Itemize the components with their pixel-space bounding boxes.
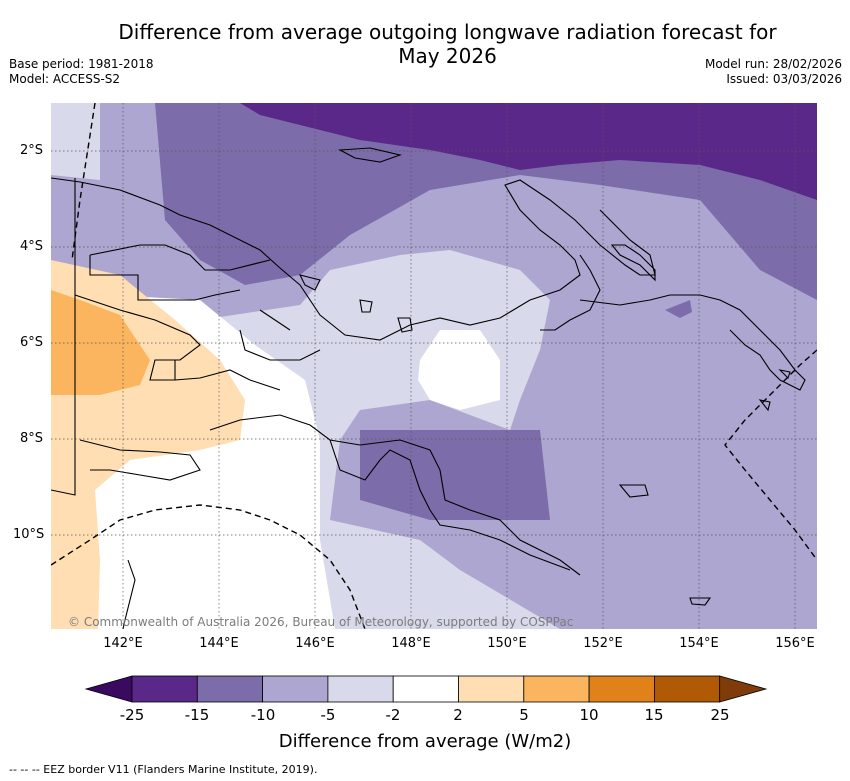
new-guinea-north-coast bbox=[51, 177, 656, 341]
title-line-1: Difference from average outgoing longwav… bbox=[118, 20, 777, 44]
lon-label-152e: 152°E bbox=[583, 636, 623, 651]
model-name: Model: ACCESS-S2 bbox=[9, 72, 121, 86]
colorbar-bin-5 bbox=[392, 675, 459, 703]
lon-label-146e: 146°E bbox=[295, 636, 335, 651]
fill-neutral-central bbox=[418, 330, 500, 410]
colorbar-bin-6 bbox=[458, 675, 525, 703]
islands-east bbox=[618, 369, 791, 606]
lon-label-144e: 144°E bbox=[199, 636, 239, 651]
chart-title: Difference from average outgoing longwav… bbox=[60, 20, 835, 68]
provincial-borders-west bbox=[89, 244, 271, 301]
issued-date: Issued: 03/03/2026 bbox=[726, 72, 842, 86]
lat-label-2s: 2°S bbox=[20, 143, 44, 158]
lat-label-8s: 8°S bbox=[20, 431, 44, 446]
colorbar bbox=[84, 675, 768, 703]
colorbar-tick-minus10: -10 bbox=[250, 706, 276, 724]
fill-plus5-plus10 bbox=[51, 290, 150, 395]
fill-minus25-minus15 bbox=[240, 103, 817, 200]
eez-border-east bbox=[724, 349, 817, 561]
new-britain-coast bbox=[540, 254, 806, 391]
new-ireland bbox=[610, 244, 656, 282]
lon-label-142e: 142°E bbox=[103, 636, 143, 651]
fill-minus5-minus2-northwest bbox=[51, 103, 100, 180]
indonesia-png-border bbox=[51, 178, 76, 496]
anomaly-field bbox=[51, 103, 817, 629]
meta-left: Base period: 1981-2018 Model: ACCESS-S2 bbox=[9, 57, 154, 87]
cape-york-coast bbox=[122, 559, 136, 629]
colorbar-bin-8 bbox=[588, 675, 655, 703]
colorbar-bin-1 bbox=[131, 675, 198, 703]
copyright-notice: © Commonwealth of Australia 2026, Bureau… bbox=[68, 615, 574, 629]
colorbar-bin-9 bbox=[654, 675, 721, 703]
colorbar-bin-4 bbox=[327, 675, 394, 703]
fill-small-anomaly bbox=[665, 300, 692, 318]
islands-north bbox=[298, 147, 413, 333]
lat-label-6s: 6°S bbox=[20, 335, 44, 350]
colorbar-label: Difference from average (W/m2) bbox=[278, 731, 572, 752]
colorbar-tick-10: 10 bbox=[579, 706, 599, 724]
colorbar-under-triangle bbox=[84, 675, 133, 703]
coastlines bbox=[51, 147, 806, 629]
colorbar-tick-25: 25 bbox=[710, 706, 730, 724]
colorbar-bin-2 bbox=[196, 675, 264, 703]
fill-minus15-minus10-south bbox=[360, 430, 550, 520]
colorbar-tick-2: 2 bbox=[453, 706, 463, 724]
colorbar-bin-3 bbox=[262, 675, 329, 703]
colorbar-over-triangle bbox=[719, 675, 768, 703]
lat-label-10s: 10°S bbox=[13, 527, 45, 542]
lon-label-150e: 150°E bbox=[487, 636, 527, 651]
provincial-borders-central bbox=[174, 309, 571, 571]
lat-label-4s: 4°S bbox=[20, 239, 44, 254]
lon-label-148e: 148°E bbox=[391, 636, 431, 651]
colorbar-tick-15: 15 bbox=[644, 706, 664, 724]
colorbar-tick-minus25: -25 bbox=[119, 706, 145, 724]
png-south-coast bbox=[74, 294, 581, 576]
eez-border-north bbox=[71, 103, 96, 261]
eez-border-torres bbox=[51, 504, 366, 629]
title-line-2: May 2026 bbox=[398, 44, 497, 68]
base-period: Base period: 1981-2018 bbox=[9, 57, 154, 71]
fly-river-delta bbox=[79, 439, 201, 481]
colorbar-bin-7 bbox=[523, 675, 590, 703]
eez-legend: -- -- -- EEZ border V11 (Flanders Marine… bbox=[9, 763, 318, 776]
lon-label-154e: 154°E bbox=[679, 636, 719, 651]
colorbar-tick-minus15: -15 bbox=[184, 706, 210, 724]
eez-borders bbox=[51, 103, 817, 629]
colorbar-tick-minus2: -2 bbox=[385, 706, 401, 724]
model-run: Model run: 28/02/2026 bbox=[704, 57, 842, 71]
meta-right: Model run: 28/02/2026 Issued: 03/03/2026 bbox=[705, 57, 842, 87]
colorbar-tick-5: 5 bbox=[519, 706, 529, 724]
lon-label-156e: 156°E bbox=[775, 636, 815, 651]
colorbar-tick-minus5: -5 bbox=[320, 706, 336, 724]
